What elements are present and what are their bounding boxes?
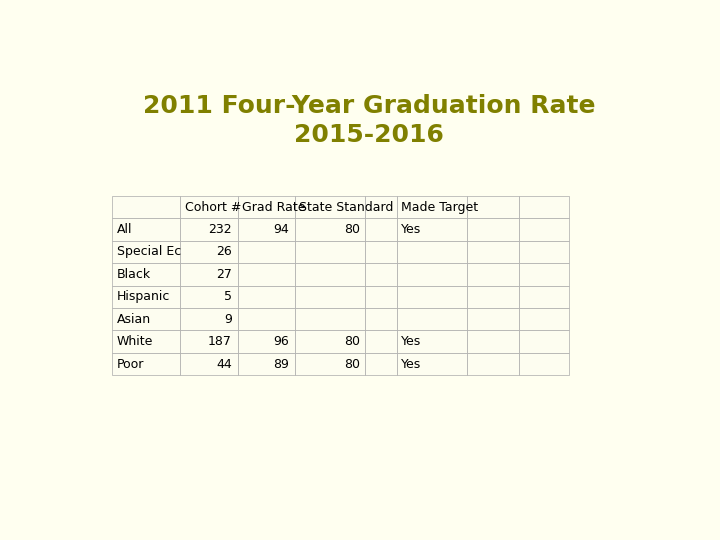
Text: 26: 26 — [216, 245, 232, 259]
Bar — [365, 308, 397, 330]
Text: 80: 80 — [343, 357, 360, 370]
Text: Made Target: Made Target — [401, 200, 478, 213]
Text: 2011 Four-Year Graduation Rate
2015-2016: 2011 Four-Year Graduation Rate 2015-2016 — [143, 94, 595, 147]
Bar — [397, 286, 467, 308]
Text: Yes: Yes — [401, 357, 421, 370]
Bar — [397, 330, 467, 353]
Text: All: All — [117, 223, 132, 236]
Text: Poor: Poor — [117, 357, 144, 370]
Bar — [467, 241, 519, 263]
Text: 232: 232 — [208, 223, 232, 236]
Text: Black: Black — [117, 268, 151, 281]
Text: State Standard: State Standard — [300, 200, 394, 213]
Bar — [519, 241, 569, 263]
Bar — [519, 308, 569, 330]
Bar — [238, 263, 295, 286]
Bar — [295, 308, 365, 330]
Bar — [397, 218, 467, 241]
Bar — [365, 263, 397, 286]
Bar — [238, 218, 295, 241]
Bar — [397, 263, 467, 286]
Bar — [180, 196, 238, 218]
Bar — [295, 218, 365, 241]
Bar — [519, 353, 569, 375]
Bar — [238, 353, 295, 375]
Bar — [467, 308, 519, 330]
Bar — [467, 286, 519, 308]
Bar — [397, 196, 467, 218]
Bar — [365, 330, 397, 353]
Bar — [467, 353, 519, 375]
Bar — [295, 263, 365, 286]
Bar — [365, 286, 397, 308]
Bar — [112, 308, 180, 330]
Bar — [397, 241, 467, 263]
Text: 94: 94 — [274, 223, 289, 236]
Text: 44: 44 — [216, 357, 232, 370]
Text: 27: 27 — [216, 268, 232, 281]
Bar — [467, 263, 519, 286]
Bar — [519, 263, 569, 286]
Bar — [467, 196, 519, 218]
Bar — [295, 196, 365, 218]
Bar — [295, 286, 365, 308]
Bar — [180, 218, 238, 241]
Bar — [519, 286, 569, 308]
Text: 89: 89 — [274, 357, 289, 370]
Bar — [180, 241, 238, 263]
Bar — [519, 218, 569, 241]
Bar — [238, 196, 295, 218]
Bar — [180, 330, 238, 353]
Bar — [112, 330, 180, 353]
Bar — [180, 286, 238, 308]
Text: 80: 80 — [343, 335, 360, 348]
Text: Yes: Yes — [401, 335, 421, 348]
Bar — [180, 263, 238, 286]
Text: 5: 5 — [224, 291, 232, 303]
Bar — [295, 241, 365, 263]
Bar — [180, 353, 238, 375]
Bar — [365, 353, 397, 375]
Text: 9: 9 — [224, 313, 232, 326]
Bar — [238, 286, 295, 308]
Bar — [365, 218, 397, 241]
Bar — [365, 196, 397, 218]
Bar — [519, 330, 569, 353]
Bar — [295, 353, 365, 375]
Text: Special Ec: Special Ec — [117, 245, 181, 259]
Bar — [238, 308, 295, 330]
Bar — [365, 241, 397, 263]
Text: Cohort #: Cohort # — [184, 200, 241, 213]
Bar — [519, 196, 569, 218]
Bar — [112, 263, 180, 286]
Bar — [467, 330, 519, 353]
Bar — [238, 241, 295, 263]
Text: 80: 80 — [343, 223, 360, 236]
Bar — [180, 308, 238, 330]
Text: 96: 96 — [274, 335, 289, 348]
Text: White: White — [117, 335, 153, 348]
Bar — [467, 218, 519, 241]
Text: Yes: Yes — [401, 223, 421, 236]
Bar — [112, 353, 180, 375]
Text: 187: 187 — [208, 335, 232, 348]
Bar — [397, 308, 467, 330]
Text: Hispanic: Hispanic — [117, 291, 170, 303]
Text: Asian: Asian — [117, 313, 151, 326]
Bar — [112, 241, 180, 263]
Bar — [238, 330, 295, 353]
Bar — [112, 196, 180, 218]
Bar — [112, 218, 180, 241]
Bar — [397, 353, 467, 375]
Text: Grad Rate: Grad Rate — [242, 200, 305, 213]
Bar — [295, 330, 365, 353]
Bar — [112, 286, 180, 308]
